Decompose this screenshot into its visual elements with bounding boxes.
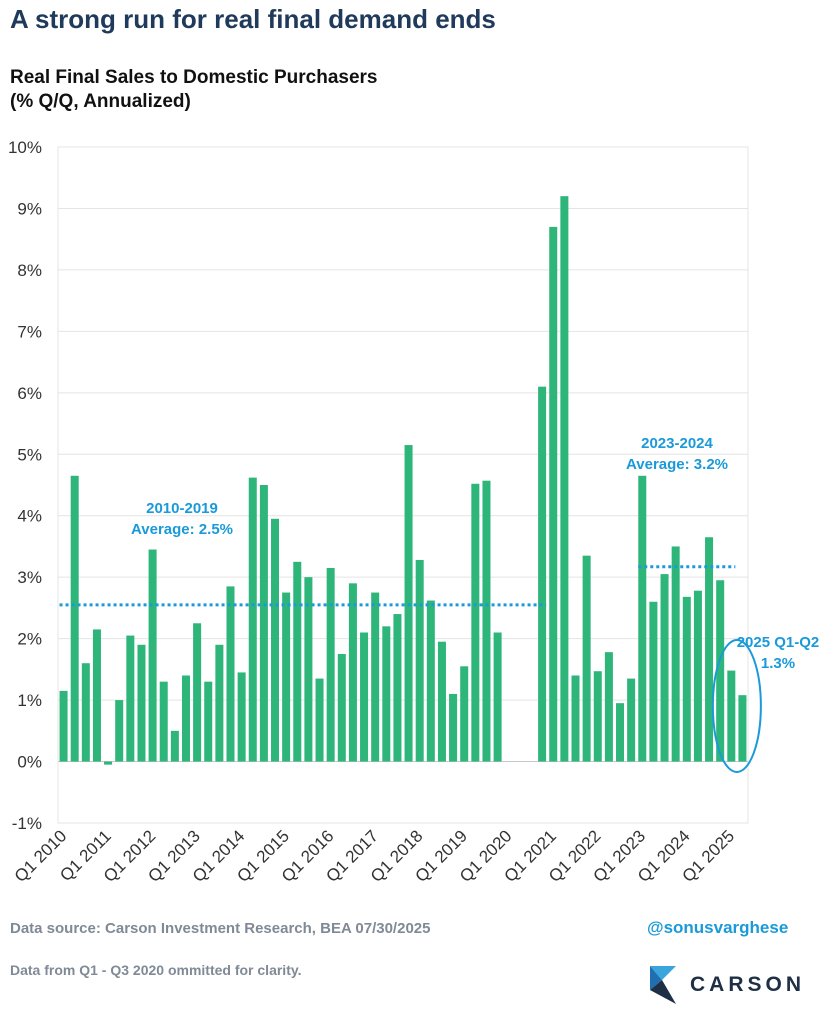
y-tick-label: 8% [17,261,42,280]
bar [248,477,257,762]
bar [482,480,491,762]
bar [104,761,113,765]
y-tick-label: 7% [17,322,42,341]
omission-note: Data from Q1 - Q3 2020 ommitted for clar… [10,962,302,978]
bar [449,693,458,762]
bar [193,623,202,762]
bar [705,537,714,762]
bar [237,672,246,762]
bar [593,671,602,762]
bar [415,559,424,762]
bar [493,632,502,762]
bar [70,475,79,762]
bar [671,546,680,762]
highlight-label-value: 1.3% [761,655,795,672]
bar [115,700,124,762]
bar [159,681,168,762]
bar [404,445,413,762]
bar [371,592,380,762]
bar [170,730,179,762]
y-tick-label: 1% [17,691,42,710]
bar [326,567,335,762]
bar [92,629,101,762]
bar [437,641,446,762]
social-handle[interactable]: @sonusvarghese [647,918,789,937]
y-tick-label: 9% [17,199,42,218]
bar [360,632,369,762]
bar [638,475,647,762]
bar [215,644,224,762]
bar [126,635,135,762]
bar [137,644,146,762]
bar [627,678,636,762]
bar [649,601,658,762]
bar [393,614,402,762]
bar [616,703,625,762]
bar [315,678,324,762]
bar [282,592,291,762]
bar [348,583,357,762]
y-tick-label: 5% [17,445,42,464]
y-tick-label: 3% [17,568,42,587]
y-tick-label: 4% [17,507,42,526]
bar [738,695,747,762]
bar [226,586,235,762]
bar [382,626,391,762]
bar [426,600,435,762]
bar [471,483,480,762]
bar [304,577,313,762]
bar [549,226,558,762]
bar [560,196,569,762]
highlight-ellipse [711,639,762,773]
bar [604,652,613,762]
y-tick-label: -1% [12,814,42,833]
bar [148,549,157,762]
y-tick-label: 0% [17,753,42,772]
chart-subtitle-line-1: Real Final Sales to Domestic Purchasers [10,67,378,88]
bar [181,675,190,762]
bar [59,690,68,762]
bar [660,574,669,762]
bar [293,561,302,762]
bar [693,590,702,762]
average-label-value: Average: 2.5% [131,521,233,538]
chart-subtitle: Real Final Sales to Domestic Purchasers … [10,66,378,114]
brand-block: CARSON [650,966,805,1004]
highlight-label-period: 2025 Q1-Q2 [737,634,820,651]
average-label-value: Average: 3.2% [626,456,728,473]
carson-logo-icon [650,966,676,1004]
bar [571,675,580,762]
bar [271,518,280,762]
bar [682,596,691,762]
bar [259,485,268,762]
page-title: A strong run for real final demand ends [10,4,496,34]
bar [727,670,736,762]
average-label-period: 2010-2019 [146,500,218,517]
bar [538,386,547,762]
y-tick-label: 10% [8,138,42,157]
y-tick-label: 2% [17,630,42,649]
bar [204,681,213,762]
data-source-note: Data source: Carson Investment Research,… [10,920,431,937]
brand-name: CARSON [690,973,806,996]
bar [460,666,469,762]
bar [716,580,725,762]
bar [81,663,90,762]
bar [337,654,346,762]
average-label-period: 2023-2024 [641,435,713,452]
chart-subtitle-line-2: (% Q/Q, Annualized) [10,91,191,112]
bar [582,555,591,762]
y-tick-label: 6% [17,384,42,403]
